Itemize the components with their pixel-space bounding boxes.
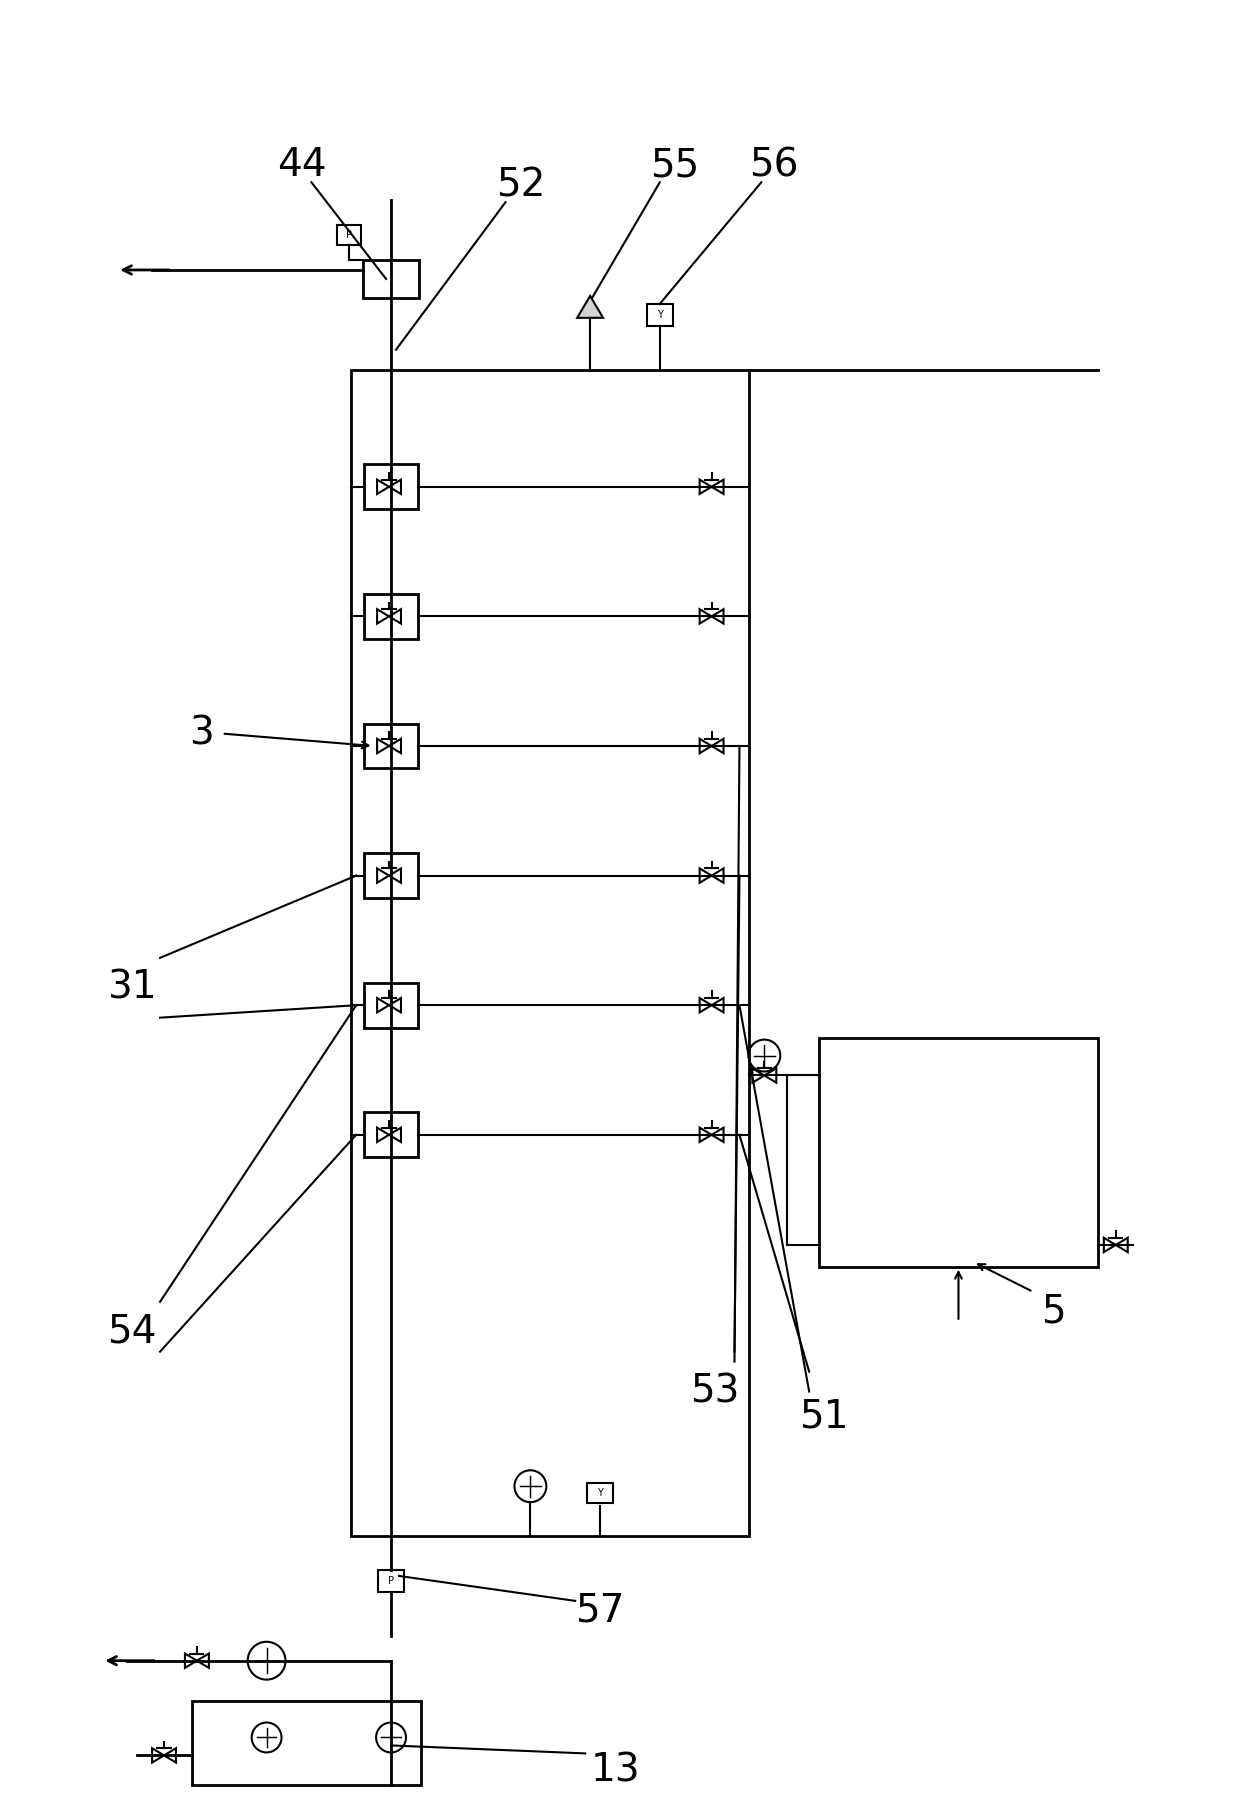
Bar: [363, 260, 419, 298]
Bar: [192, 1700, 420, 1785]
Text: 54: 54: [108, 1313, 157, 1351]
Bar: [363, 984, 418, 1027]
Text: 13: 13: [590, 1751, 640, 1789]
Text: P: P: [346, 231, 352, 240]
Bar: [647, 304, 673, 325]
Text: Y: Y: [657, 309, 662, 320]
Text: 52: 52: [496, 165, 546, 204]
Bar: [363, 464, 418, 509]
Bar: [337, 225, 361, 245]
Text: Y: Y: [598, 1489, 603, 1498]
Text: 57: 57: [575, 1593, 625, 1631]
Text: 53: 53: [689, 1373, 739, 1411]
Text: 56: 56: [749, 145, 799, 184]
Text: 55: 55: [650, 145, 699, 184]
Bar: [588, 1483, 613, 1503]
Bar: [363, 594, 418, 638]
Bar: [363, 853, 418, 898]
Bar: [363, 724, 418, 769]
Text: 5: 5: [1040, 1293, 1065, 1331]
Bar: [351, 369, 749, 1536]
Bar: [820, 1038, 1097, 1267]
Text: P: P: [388, 1576, 394, 1585]
Bar: [378, 1571, 404, 1593]
Text: 44: 44: [277, 145, 326, 184]
Bar: [363, 1113, 418, 1158]
Text: 51: 51: [800, 1398, 849, 1436]
Text: 3: 3: [190, 714, 215, 753]
Text: 31: 31: [108, 969, 157, 1007]
Polygon shape: [577, 296, 603, 318]
